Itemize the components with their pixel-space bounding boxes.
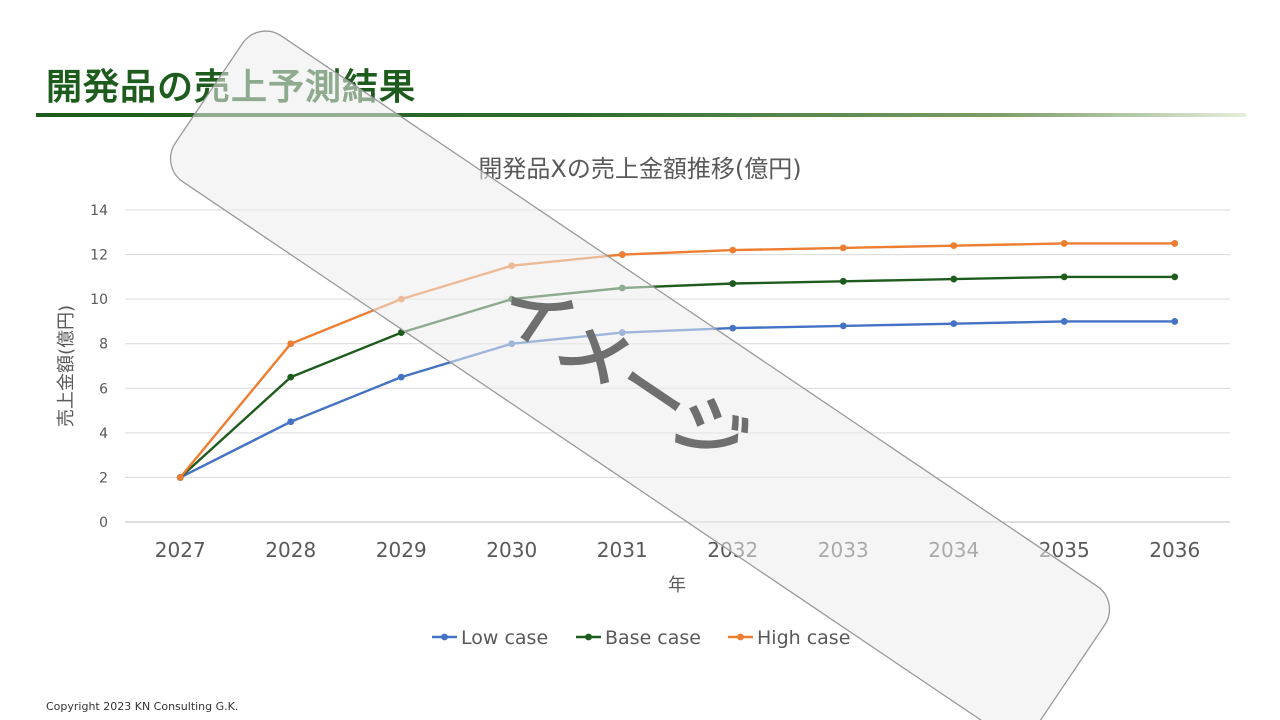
data-point <box>950 275 958 283</box>
series-line <box>179 242 1175 479</box>
data-point <box>950 242 958 250</box>
data-point <box>839 277 847 285</box>
y-axis-title: 売上金額(億円) <box>56 305 77 427</box>
data-point <box>287 373 295 381</box>
x-tick-label: 2028 <box>265 538 316 562</box>
y-tick-label: 2 <box>99 470 108 486</box>
x-tick-label: 2029 <box>376 538 427 562</box>
data-point <box>176 474 184 481</box>
chart-title: 開発品Xの売上金額推移(億円) <box>478 155 801 183</box>
data-point <box>1171 240 1179 247</box>
grid <box>125 209 1230 523</box>
y-tick-label: 4 <box>99 426 108 442</box>
legend-label: Low case <box>461 627 548 649</box>
data-point <box>618 251 626 258</box>
legend-item: Low case <box>432 627 548 649</box>
data-point <box>397 373 405 381</box>
x-tick-label: 2036 <box>1149 538 1200 562</box>
y-tick-label: 10 <box>90 292 108 308</box>
y-tick-label: 0 <box>99 515 108 531</box>
copyright: Copyright 2023 KN Consulting G.K. <box>46 700 239 713</box>
watermark-band <box>169 30 1111 720</box>
legend-swatch-marker <box>441 633 448 641</box>
legend: Low case Base case High case <box>432 627 850 649</box>
y-tick-label: 8 <box>99 337 108 353</box>
legend-item: Base case <box>576 627 701 649</box>
data-point <box>839 322 847 330</box>
legend-item: High case <box>728 627 850 649</box>
y-tick-label: 12 <box>90 248 108 264</box>
data-point <box>287 418 295 426</box>
legend-label: Base case <box>605 627 701 649</box>
data-point <box>1060 240 1068 247</box>
watermark: イメージ <box>169 30 1111 720</box>
y-tick-label: 14 <box>90 203 108 219</box>
x-tick-label: 2027 <box>155 538 206 562</box>
title-divider <box>36 113 1246 117</box>
x-tick-label: 2031 <box>597 538 648 562</box>
data-point <box>1171 318 1179 325</box>
legend-swatch-marker <box>585 633 592 641</box>
legend-swatch-marker <box>737 633 744 641</box>
series-line <box>179 275 1175 479</box>
y-tick-label: 6 <box>99 381 108 397</box>
data-point <box>287 340 295 348</box>
data-point <box>1060 318 1068 325</box>
data-point <box>839 244 847 252</box>
data-point <box>1171 273 1179 281</box>
data-point <box>729 280 737 287</box>
legend-label: High case <box>757 627 850 649</box>
data-point <box>729 324 737 332</box>
data-point <box>1060 273 1068 281</box>
x-tick-label: 2030 <box>486 538 537 562</box>
data-point <box>950 320 958 328</box>
x-axis-title: 年 <box>668 575 686 596</box>
y-axis-ticks: 0 2 4 6 8 10 12 14 <box>90 203 108 531</box>
data-point <box>729 246 737 254</box>
